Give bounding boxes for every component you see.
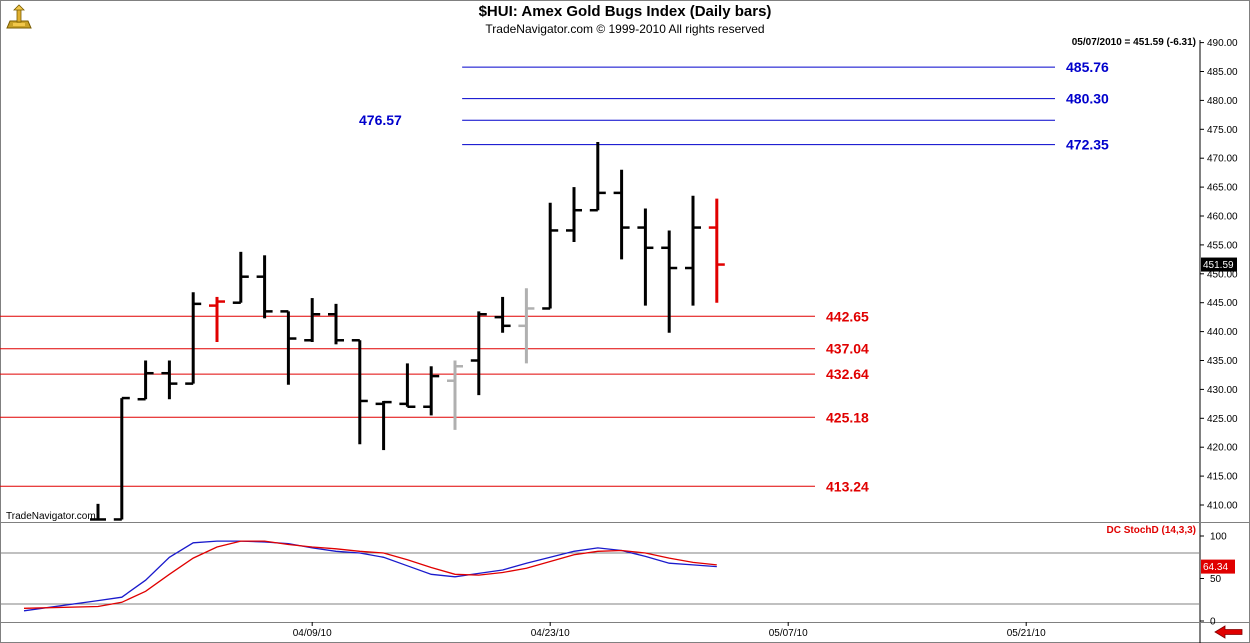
support-resistance-levels: 485.76 480.30 476.57 472.35 442.65 437.04 432.… xyxy=(0,59,1109,494)
chart-title: $HUI: Amex Gold Bugs Index (Daily bars) xyxy=(478,3,772,20)
y-tick-label: 450.00 xyxy=(1207,269,1238,280)
ohlc-bar xyxy=(613,169,630,260)
ohlc-bar xyxy=(447,360,463,430)
ohlc-bar xyxy=(518,288,535,364)
stoch-line-d xyxy=(23,540,717,609)
stoch-line-k xyxy=(23,540,717,612)
ohlc-bar xyxy=(661,230,678,333)
y-tick-label: 420.00 xyxy=(1207,443,1238,454)
ohlc-bar xyxy=(113,396,130,521)
y-tick-label: 445.00 xyxy=(1207,298,1238,309)
scroll-left-arrow-icon[interactable] xyxy=(1214,625,1244,639)
red-level-label: 425.18 xyxy=(826,409,869,425)
ohlc-bar xyxy=(470,311,487,396)
stoch-y-tick-label: 50 xyxy=(1210,574,1222,585)
ohlc-bar xyxy=(256,255,273,319)
red-level-label: 432.64 xyxy=(826,366,869,382)
y-tick-label: 440.00 xyxy=(1207,327,1238,338)
trade-navigator-logo-icon xyxy=(6,4,32,29)
date-axis: 04/09/10 04/23/10 05/07/10 05/21/10 xyxy=(293,622,1046,639)
ohlc-bar xyxy=(399,363,416,408)
y-tick-label: 430.00 xyxy=(1207,385,1238,396)
last-quote-label: 05/07/2010 = 451.59 (-6.31) xyxy=(1071,37,1196,48)
ohlc-bar xyxy=(137,360,154,401)
ohlc-bar xyxy=(494,296,511,333)
indicator-label: DC StochD (14,3,3) xyxy=(1106,525,1196,536)
red-level-label: 413.24 xyxy=(826,478,869,494)
last-price-marker xyxy=(1201,257,1237,272)
brand-watermark: TradeNavigator.com xyxy=(6,511,96,522)
ohlc-bar xyxy=(209,296,225,343)
ohlc-bar xyxy=(375,400,392,451)
y-tick-label: 455.00 xyxy=(1207,240,1238,251)
ohlc-bar xyxy=(708,198,725,303)
y-tick-label: 435.00 xyxy=(1207,356,1238,367)
y-tick-label: 460.00 xyxy=(1207,212,1238,223)
y-tick-label: 415.00 xyxy=(1207,472,1238,483)
price-axis: 410.00 415.00 420.00 425.00 430.00 435.00 440.… xyxy=(1200,38,1238,512)
y-tick-label: 490.00 xyxy=(1207,38,1238,49)
ohlc-bar xyxy=(328,303,344,345)
stochastic-panel: 0 50 100 64.34 xyxy=(0,532,1235,628)
y-tick-label: 485.00 xyxy=(1207,67,1238,78)
x-tick-label: 04/09/10 xyxy=(293,628,332,639)
copyright-subtitle: TradeNavigator.com © 1999-2010 All right… xyxy=(485,22,765,36)
ohlc-bar xyxy=(90,503,106,521)
red-level-label: 437.04 xyxy=(826,341,869,357)
stoch-last-label: 64.34 xyxy=(1203,562,1228,573)
y-tick-label: 410.00 xyxy=(1207,501,1238,512)
ohlc-bar xyxy=(542,202,559,310)
x-tick-label: 04/23/10 xyxy=(531,628,570,639)
x-tick-label: 05/07/10 xyxy=(769,628,808,639)
blue-level-label: 480.30 xyxy=(1066,91,1109,107)
last-price-label: 451.59 xyxy=(1203,260,1234,271)
y-tick-label: 480.00 xyxy=(1207,96,1238,107)
x-tick-label: 05/21/10 xyxy=(1007,628,1046,639)
red-level-label: 442.65 xyxy=(826,308,869,324)
ohlc-bar xyxy=(589,142,606,212)
blue-level-label: 485.76 xyxy=(1066,59,1109,75)
y-tick-label: 465.00 xyxy=(1207,183,1238,194)
ohlc-bar xyxy=(304,298,321,343)
ohlc-bar xyxy=(185,292,202,385)
ohlc-bar xyxy=(232,251,249,304)
ohlc-bar xyxy=(566,187,582,243)
stoch-y-tick-label: 100 xyxy=(1210,532,1227,543)
y-tick-label: 475.00 xyxy=(1207,125,1238,136)
ohlc-bar xyxy=(280,310,297,385)
price-bars xyxy=(90,142,725,521)
y-tick-label: 425.00 xyxy=(1207,414,1238,425)
stoch-y-tick-label: 0 xyxy=(1210,617,1216,628)
ohlc-bar xyxy=(351,339,368,445)
blue-level-label: 476.57 xyxy=(359,112,402,128)
stoch-last-marker xyxy=(1201,559,1235,574)
y-tick-label: 470.00 xyxy=(1207,154,1238,165)
ohlc-bar xyxy=(685,195,701,306)
ohlc-bar xyxy=(161,360,178,400)
blue-level-label: 472.35 xyxy=(1066,137,1109,153)
ohlc-bar xyxy=(423,366,440,416)
ohlc-bar xyxy=(637,208,654,306)
